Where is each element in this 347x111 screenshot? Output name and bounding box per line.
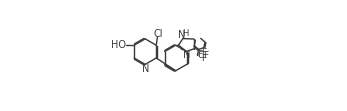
Text: HO: HO [111, 40, 126, 50]
Text: F: F [201, 54, 206, 63]
Text: F: F [201, 48, 206, 57]
Text: N: N [142, 64, 150, 74]
Text: F: F [198, 50, 203, 59]
Text: C: C [197, 51, 203, 60]
Text: Cl: Cl [154, 29, 163, 39]
Text: N: N [178, 30, 185, 40]
Text: N: N [183, 50, 191, 60]
Text: H: H [183, 29, 189, 38]
Text: F: F [203, 51, 208, 60]
